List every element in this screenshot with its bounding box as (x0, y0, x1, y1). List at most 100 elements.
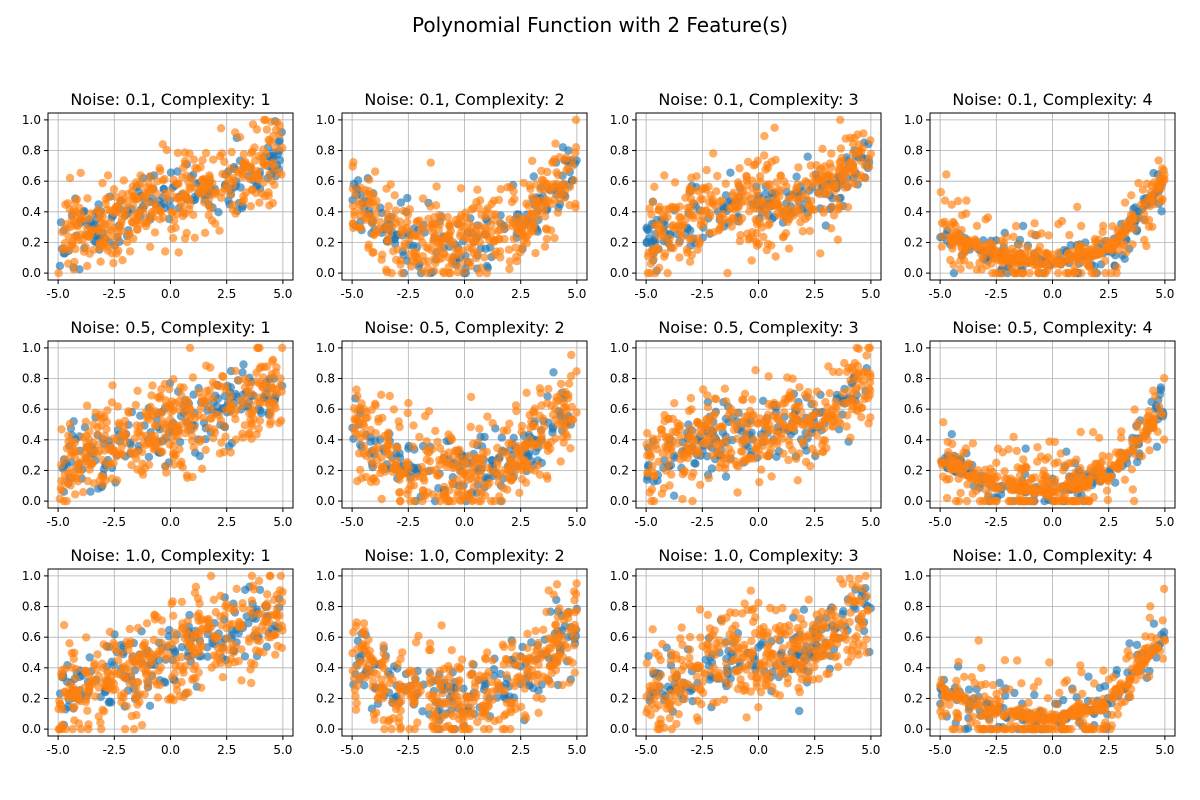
x-tick-label: 0.0 (1043, 515, 1062, 529)
scatter-point (403, 193, 412, 203)
scatter-point (750, 203, 759, 213)
scatter-point (654, 205, 663, 215)
scatter-point (202, 386, 211, 396)
scatter-point (178, 211, 188, 221)
scatter-point (150, 431, 160, 441)
scatter-point (497, 433, 506, 442)
scatter-point (83, 261, 92, 271)
scatter-point (655, 263, 664, 273)
scatter-point (69, 265, 79, 274)
scatter-point (754, 239, 763, 249)
scatter-point (207, 663, 216, 672)
scatter-point (1018, 465, 1028, 474)
scatter-point (183, 473, 192, 482)
scatter-point (1127, 217, 1137, 226)
scatter-point (169, 449, 178, 458)
scatter-point (477, 210, 486, 219)
scatter-point (561, 153, 571, 162)
scatter-point (965, 261, 974, 270)
scatter-point (106, 226, 116, 235)
scatter-point (676, 421, 685, 430)
scatter-points (936, 156, 1169, 278)
scatter-point (265, 401, 275, 411)
scatter-point (1000, 467, 1009, 476)
scatter-point (675, 253, 684, 262)
scatter-point (1042, 475, 1051, 484)
scatter-point (352, 385, 361, 394)
scatter-point (1073, 202, 1082, 212)
scatter-point (439, 249, 449, 258)
scatter-point (384, 202, 393, 211)
scatter-point (735, 217, 744, 226)
scatter-point (847, 178, 856, 187)
scatter-point (859, 367, 868, 376)
scatter-point (151, 440, 160, 449)
scatter-point (81, 417, 91, 426)
scatter-point (652, 444, 661, 454)
scatter-point (448, 480, 458, 489)
scatter-point (245, 174, 254, 184)
x-tick-label: 5.0 (1155, 515, 1174, 529)
y-tick-label: 0.6 (904, 174, 923, 188)
scatter-point (866, 413, 875, 422)
scatter-point (661, 205, 671, 214)
scatter-point (946, 255, 955, 265)
scatter-point (656, 425, 666, 434)
scatter-point (150, 228, 160, 237)
scatter-point (356, 465, 365, 475)
subplot-title: Noise: 0.1, Complexity: 2 (364, 90, 564, 109)
scatter-point (201, 397, 211, 406)
scatter-point (476, 496, 486, 506)
scatter-point (818, 417, 827, 427)
scatter-point (819, 205, 828, 214)
scatter-point (200, 228, 210, 237)
scatter-point (731, 457, 740, 466)
scatter-point (787, 421, 797, 431)
scatter-point (274, 418, 284, 428)
scatter-point (464, 226, 474, 236)
scatter-point (198, 156, 207, 165)
scatter-point (1156, 409, 1166, 418)
scatter-point (166, 168, 176, 177)
scatter-point (972, 486, 981, 495)
scatter-points (348, 115, 581, 278)
scatter-point (695, 426, 705, 435)
scatter-point (372, 196, 381, 205)
subplot: Noise: 1.0, Complexity: 1-5.0 -2.5 0.0 2.5 5… (22, 546, 294, 757)
scatter-point (804, 200, 814, 209)
scatter-point (359, 449, 368, 458)
scatter-point (1112, 262, 1121, 272)
scatter-point (179, 383, 188, 392)
scatter-point (1050, 459, 1059, 468)
scatter-point (469, 496, 478, 505)
scatter-point (422, 437, 431, 446)
scatter-point (123, 237, 132, 247)
scatter-point (156, 166, 165, 176)
scatter-point (644, 225, 653, 235)
scatter-point (839, 168, 848, 177)
scatter-point (453, 268, 463, 277)
scatter-point (848, 139, 858, 148)
scatter-point (276, 374, 285, 383)
scatter-point (65, 173, 75, 183)
scatter-point (57, 476, 66, 485)
scatter-point (1125, 446, 1135, 456)
scatter-point (1062, 254, 1072, 263)
scatter-point (1119, 240, 1129, 249)
scatter-point (793, 476, 802, 485)
scatter-point (255, 198, 264, 207)
scatter-point (972, 221, 982, 231)
scatter-point (1078, 469, 1087, 478)
scatter-point (755, 477, 764, 487)
scatter-point (467, 235, 477, 244)
scatter-point (277, 343, 287, 353)
scatter-point (792, 184, 801, 193)
scatter-point (255, 343, 264, 353)
scatter-point (511, 243, 520, 252)
scatter-point (667, 442, 676, 452)
scatter-point (353, 477, 362, 486)
scatter-point (1030, 484, 1039, 493)
scatter-point (128, 217, 137, 227)
scatter-point (716, 197, 725, 206)
scatter-point (427, 466, 436, 475)
